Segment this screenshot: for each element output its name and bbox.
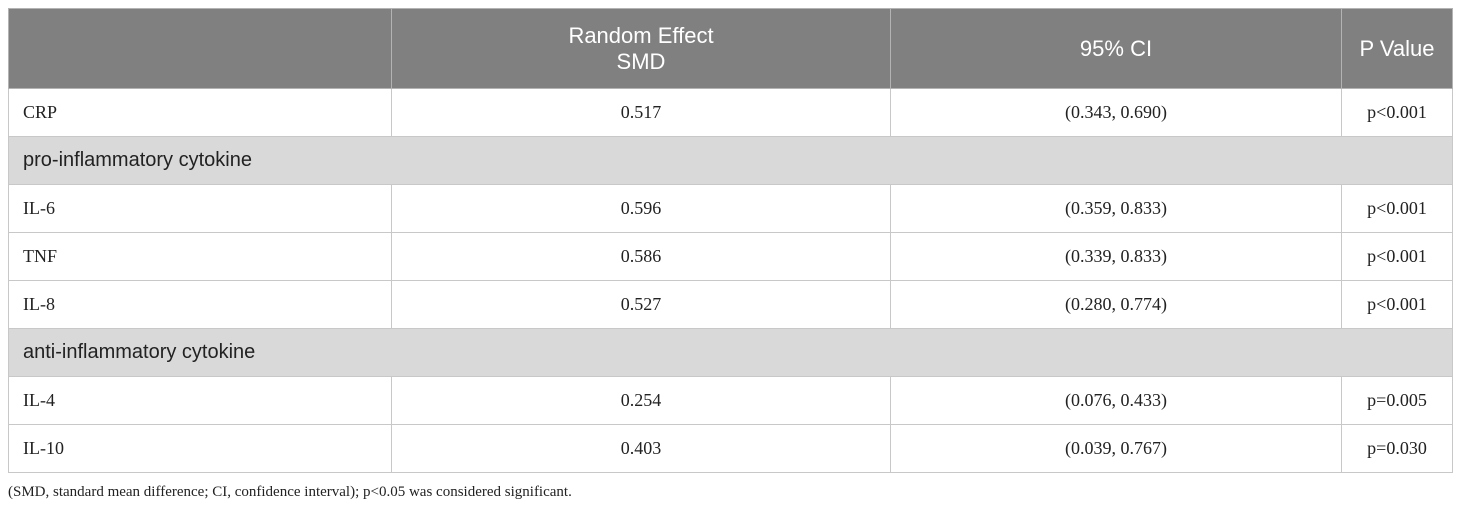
group-label: anti-inflammatory cytokine — [8, 328, 1453, 377]
smd-value: 0.254 — [391, 376, 891, 425]
table-row: IL-4 0.254 (0.076, 0.433) p=0.005 — [8, 376, 1453, 425]
smd-value: 0.527 — [391, 280, 891, 329]
smd-value: 0.596 — [391, 184, 891, 233]
group-header-row: anti-inflammatory cytokine — [8, 328, 1453, 377]
ci-value: (0.359, 0.833) — [890, 184, 1342, 233]
table-row: IL-10 0.403 (0.039, 0.767) p=0.030 — [8, 424, 1453, 473]
table-row: IL-6 0.596 (0.359, 0.833) p<0.001 — [8, 184, 1453, 233]
row-label: IL-4 — [8, 376, 392, 425]
row-label: IL-6 — [8, 184, 392, 233]
table-body: CRP 0.517 (0.343, 0.690) p<0.001 pro-inflamm… — [8, 88, 1453, 473]
ci-value: (0.076, 0.433) — [890, 376, 1342, 425]
header-random-effect-line2: SMD — [616, 48, 666, 74]
smd-value: 0.517 — [391, 88, 891, 137]
smd-value: 0.403 — [391, 424, 891, 473]
ci-value: (0.039, 0.767) — [890, 424, 1342, 473]
header-random-effect-line1: Random Effect — [568, 22, 714, 48]
header-95-ci: 95% CI — [890, 8, 1342, 89]
ci-value: (0.339, 0.833) — [890, 232, 1342, 281]
header-label-column — [8, 8, 392, 89]
smd-value: 0.586 — [391, 232, 891, 281]
results-table-container: Random Effect SMD 95% CI P Value CRP 0.51… — [8, 8, 1453, 473]
row-label: TNF — [8, 232, 392, 281]
results-table: Random Effect SMD 95% CI P Value CRP 0.51… — [8, 8, 1453, 473]
p-value: p=0.030 — [1341, 424, 1453, 473]
p-value: p=0.005 — [1341, 376, 1453, 425]
header-p-value: P Value — [1341, 8, 1453, 89]
p-value: p<0.001 — [1341, 184, 1453, 233]
table-header-row: Random Effect SMD 95% CI P Value — [8, 8, 1453, 89]
table-row: CRP 0.517 (0.343, 0.690) p<0.001 — [8, 88, 1453, 137]
row-label: IL-8 — [8, 280, 392, 329]
table-row: IL-8 0.527 (0.280, 0.774) p<0.001 — [8, 280, 1453, 329]
group-label: pro-inflammatory cytokine — [8, 136, 1453, 185]
row-label: CRP — [8, 88, 392, 137]
group-header-row: pro-inflammatory cytokine — [8, 136, 1453, 185]
p-value: p<0.001 — [1341, 88, 1453, 137]
row-label: IL-10 — [8, 424, 392, 473]
table-footnote: (SMD, standard mean difference; CI, conf… — [8, 484, 572, 500]
table-row: TNF 0.586 (0.339, 0.833) p<0.001 — [8, 232, 1453, 281]
header-random-effect-smd: Random Effect SMD — [391, 8, 891, 89]
p-value: p<0.001 — [1341, 280, 1453, 329]
p-value: p<0.001 — [1341, 232, 1453, 281]
ci-value: (0.343, 0.690) — [890, 88, 1342, 137]
ci-value: (0.280, 0.774) — [890, 280, 1342, 329]
